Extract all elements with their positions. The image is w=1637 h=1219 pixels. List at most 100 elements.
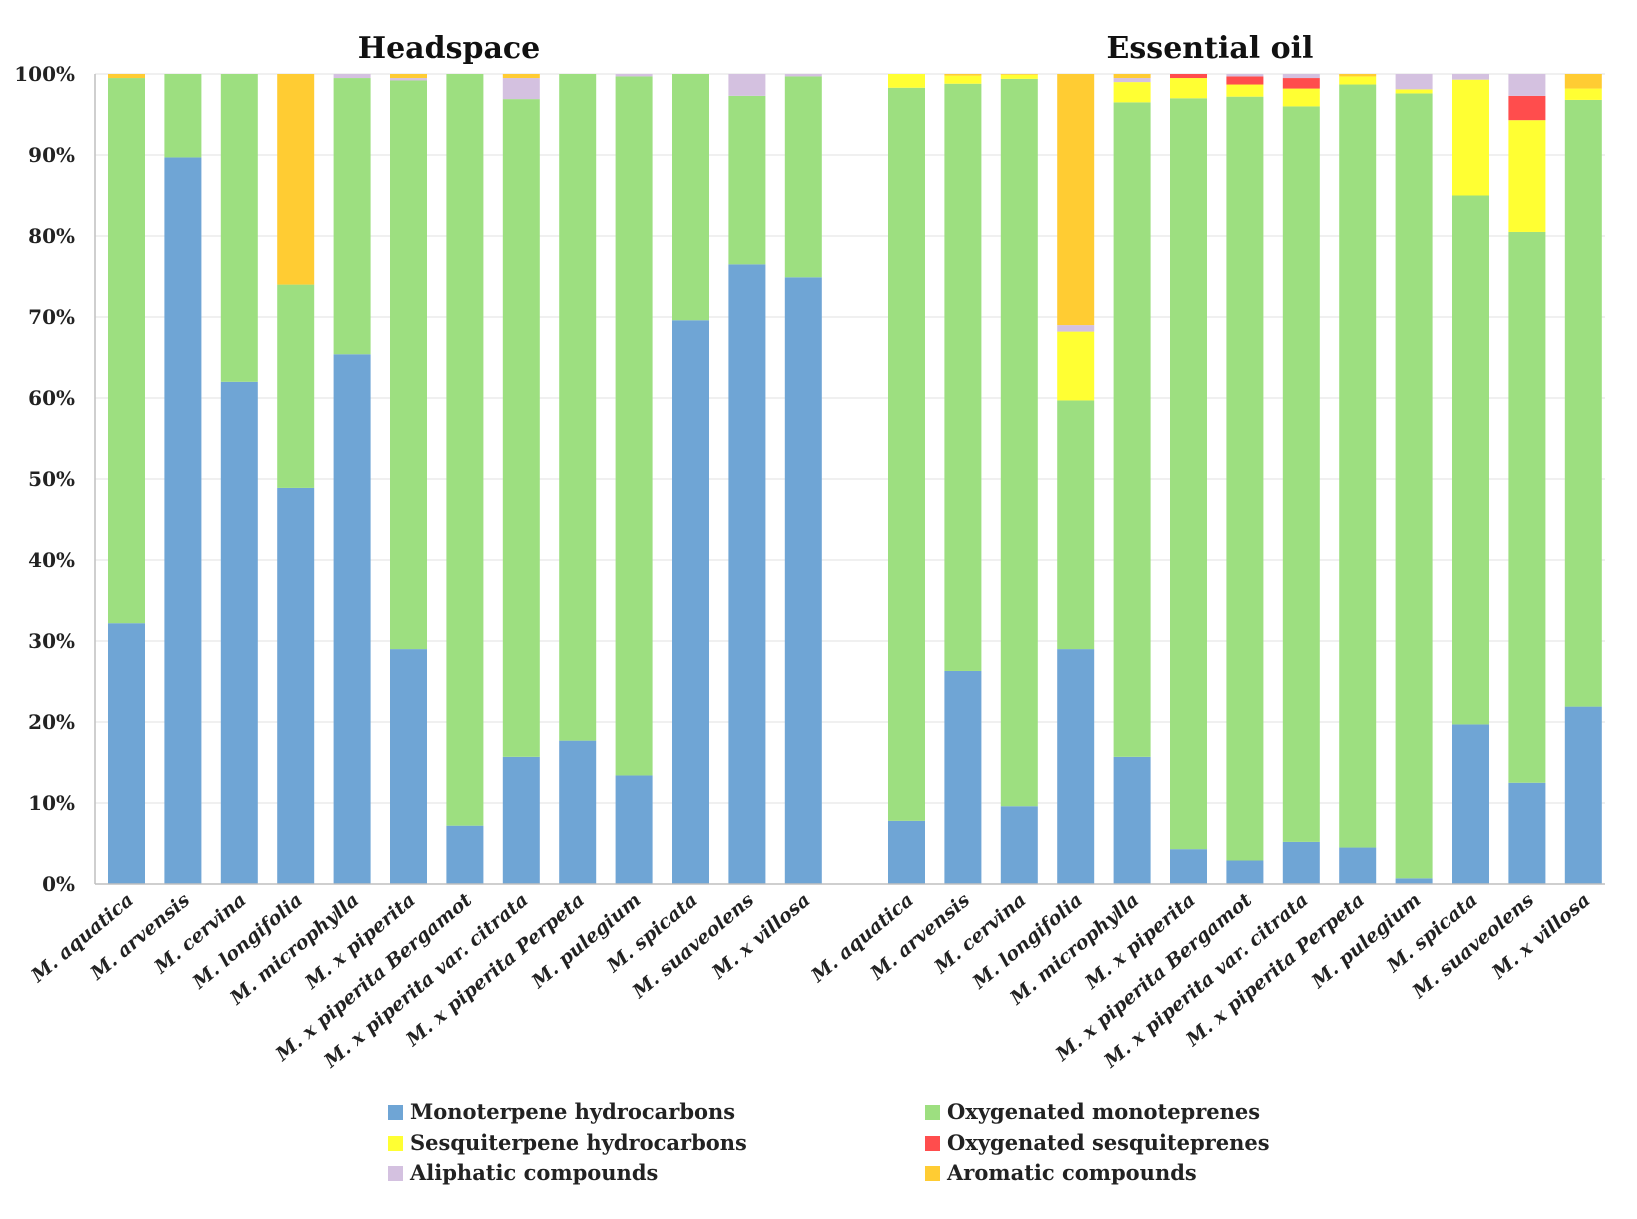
bar-segment-headspace-m-cervina-monoterpene-hydrocarbons [220,381,258,884]
bar-segment-headspace-m-suaveolens-monoterpene-hydrocarbons [728,264,766,885]
y-tick-label: 30% [28,629,75,653]
bar-segment-essential-oil-m-x-piperita-var-citrata-monoterpene-hydrocarbons [1282,841,1320,884]
bar-segment-headspace-m-suaveolens-aliphatic-compounds [728,74,766,96]
bar-segment-headspace-m-x-villosa-aliphatic-compounds [784,74,822,77]
legend-label-monoterpene-hydrocarbons: Monoterpene hydrocarbons [410,1099,735,1124]
bar-segment-headspace-m-pulegium-oxygenated-monoteprenes [615,76,653,776]
bar-segment-headspace-m-x-piperita-perpeta-monoterpene-hydrocarbons [559,740,597,884]
bar-segment-essential-oil-m-x-piperita-bergamot-oxygenated-sesquiteprenes [1226,76,1264,85]
y-tick-label: 20% [28,710,75,734]
bar-segment-headspace-m-arvensis-monoterpene-hydrocarbons [164,157,202,884]
x-tick-label: M. x villosa [707,889,814,984]
bar-segment-headspace-m-aquatica-oxygenated-monoteprenes [108,78,145,624]
bar-segment-essential-oil-m-arvensis-aromatic-compounds [944,74,982,76]
bar-segment-essential-oil-m-cervina-oxygenated-monoteprenes [1000,78,1038,807]
legend-label-aromatic-compounds: Aromatic compounds [946,1160,1197,1185]
bar-segment-essential-oil-m-x-piperita-oxygenated-monoteprenes [1170,98,1207,850]
bar-segment-headspace-m-x-piperita-var-citrata-aliphatic-compounds [502,78,540,100]
bar-segment-essential-oil-m-x-piperita-perpeta-monoterpene-hydrocarbons [1339,847,1377,884]
legend-swatch-sesquiterpene-hydrocarbons [388,1136,403,1151]
bar-segment-essential-oil-m-spicata-oxygenated-monoteprenes [1452,195,1489,725]
legend-swatch-aliphatic-compounds [388,1166,403,1181]
bar-segment-essential-oil-m-aquatica-oxygenated-monoteprenes [888,87,925,821]
bar-segment-essential-oil-m-x-piperita-monoterpene-hydrocarbons [1170,849,1207,884]
y-tick-label: 40% [28,548,75,572]
bar-segment-headspace-m-x-piperita-perpeta-oxygenated-monoteprenes [559,74,597,741]
bar-segment-essential-oil-m-arvensis-oxygenated-monoteprenes [944,83,982,671]
bar-segment-essential-oil-m-aquatica-monoterpene-hydrocarbons [888,820,925,884]
bar-segment-essential-oil-m-x-piperita-perpeta-aromatic-compounds [1339,74,1377,77]
bar-segment-essential-oil-m-longifolia-aromatic-compounds [1057,74,1095,326]
bar-segment-essential-oil-m-arvensis-monoterpene-hydrocarbons [944,670,982,884]
legend-label-aliphatic-compounds: Aliphatic compounds [409,1160,658,1185]
bar-segment-essential-oil-m-spicata-sesquiterpene-hydrocarbons [1452,79,1489,196]
bar-segment-headspace-m-x-piperita-var-citrata-aromatic-compounds [502,74,540,79]
x-tick-label: M. x villosa [1487,889,1594,984]
bar-segment-headspace-m-pulegium-aliphatic-compounds [615,74,653,77]
bar-segment-headspace-m-arvensis-oxygenated-monoteprenes [164,74,202,158]
bar-segment-essential-oil-m-pulegium-aliphatic-compounds [1395,74,1433,90]
bar-segment-headspace-m-x-piperita-monoterpene-hydrocarbons [390,649,427,884]
bar-segment-essential-oil-m-longifolia-oxygenated-monoteprenes [1057,400,1095,650]
y-tick-label: 0% [42,872,75,896]
bar-segment-headspace-m-cervina-oxygenated-monoteprenes [220,74,258,382]
bar-segment-headspace-m-x-piperita-bergamot-monoterpene-hydrocarbons [446,825,484,884]
group-title-headspace: Headspace [358,31,541,66]
legend-swatch-oxygenated-sesquiteprenes [925,1136,940,1151]
bar-segment-headspace-m-microphylla-oxygenated-monoteprenes [333,78,371,355]
y-tick-label: 90% [28,143,75,167]
bar-segment-essential-oil-m-longifolia-sesquiterpene-hydrocarbons [1057,331,1095,401]
bars [108,74,1602,885]
bar-segment-essential-oil-m-microphylla-oxygenated-monoteprenes [1113,102,1151,757]
legend-swatch-monoterpene-hydrocarbons [388,1105,403,1120]
y-tick-label: 70% [28,305,75,329]
bar-segment-headspace-m-pulegium-monoterpene-hydrocarbons [615,775,653,884]
bar-segment-headspace-m-aquatica-monoterpene-hydrocarbons [108,623,145,884]
bar-segment-headspace-m-suaveolens-oxygenated-monoteprenes [728,95,766,265]
bar-segment-essential-oil-m-microphylla-sesquiterpene-hydrocarbons [1113,82,1151,103]
bar-segment-essential-oil-m-x-villosa-aromatic-compounds [1564,74,1602,89]
bar-segment-headspace-m-longifolia-aromatic-compounds [277,74,315,285]
legend-label-oxygenated-sesquiteprenes: Oxygenated sesquiteprenes [947,1130,1270,1155]
bar-segment-essential-oil-m-microphylla-aliphatic-compounds [1113,78,1151,83]
y-tick-label: 60% [28,386,75,410]
bar-segment-headspace-m-x-piperita-var-citrata-monoterpene-hydrocarbons [502,756,540,884]
y-tick-label: 100% [14,62,75,86]
bar-segment-headspace-m-x-piperita-var-citrata-oxygenated-monoteprenes [502,99,540,757]
bar-segment-essential-oil-m-x-piperita-bergamot-aliphatic-compounds [1226,74,1264,77]
bar-segment-essential-oil-m-suaveolens-oxygenated-sesquiteprenes [1508,95,1546,121]
bar-segment-headspace-m-microphylla-monoterpene-hydrocarbons [333,354,371,884]
bar-segment-essential-oil-m-spicata-aliphatic-compounds [1452,74,1489,80]
bar-segment-headspace-m-x-piperita-oxygenated-monoteprenes [390,80,427,650]
bar-segment-essential-oil-m-x-piperita-sesquiterpene-hydrocarbons [1170,78,1207,99]
bar-segment-essential-oil-m-suaveolens-monoterpene-hydrocarbons [1508,782,1546,884]
legend-label-oxygenated-monoteprenes: Oxygenated monoteprenes [947,1099,1260,1124]
bar-segment-headspace-m-x-villosa-monoterpene-hydrocarbons [784,277,822,884]
group-title-essential-oil: Essential oil [1107,31,1314,66]
bar-segment-essential-oil-m-suaveolens-sesquiterpene-hydrocarbons [1508,120,1546,232]
bar-segment-headspace-m-spicata-oxygenated-monoteprenes [672,74,709,321]
bar-segment-essential-oil-m-x-piperita-bergamot-oxygenated-monoteprenes [1226,96,1264,861]
y-tick-label: 80% [28,224,75,248]
bar-segment-essential-oil-m-pulegium-sesquiterpene-hydrocarbons [1395,89,1433,94]
bar-segment-essential-oil-m-x-piperita-var-citrata-aliphatic-compounds [1282,74,1320,79]
bar-segment-essential-oil-m-x-piperita-var-citrata-oxygenated-monoteprenes [1282,106,1320,842]
bar-segment-headspace-m-longifolia-monoterpene-hydrocarbons [277,487,315,884]
bar-segment-headspace-m-microphylla-aliphatic-compounds [333,74,371,79]
legend-swatch-oxygenated-monoteprenes [925,1105,940,1120]
bar-segment-essential-oil-m-suaveolens-oxygenated-monoteprenes [1508,231,1546,783]
bar-segment-essential-oil-m-pulegium-monoterpene-hydrocarbons [1395,878,1433,884]
bar-segment-essential-oil-m-microphylla-monoterpene-hydrocarbons [1113,756,1151,884]
bar-segment-essential-oil-m-aquatica-sesquiterpene-hydrocarbons [888,74,925,88]
bar-segment-essential-oil-m-pulegium-oxygenated-monoteprenes [1395,93,1433,879]
bar-segment-essential-oil-m-x-villosa-monoterpene-hydrocarbons [1564,706,1602,884]
bar-segment-headspace-m-aquatica-aromatic-compounds [108,74,145,79]
bar-segment-essential-oil-m-x-villosa-sesquiterpene-hydrocarbons [1564,88,1602,100]
bar-segment-headspace-m-x-piperita-aromatic-compounds [390,74,427,79]
bar-segment-essential-oil-m-x-villosa-oxygenated-monoteprenes [1564,99,1602,707]
bar-segment-essential-oil-m-arvensis-sesquiterpene-hydrocarbons [944,75,982,84]
bar-segment-essential-oil-m-x-piperita-perpeta-oxygenated-monoteprenes [1339,84,1377,848]
bar-segment-essential-oil-m-spicata-monoterpene-hydrocarbons [1452,724,1489,884]
bar-segment-essential-oil-m-x-piperita-var-citrata-sesquiterpene-hydrocarbons [1282,88,1320,107]
